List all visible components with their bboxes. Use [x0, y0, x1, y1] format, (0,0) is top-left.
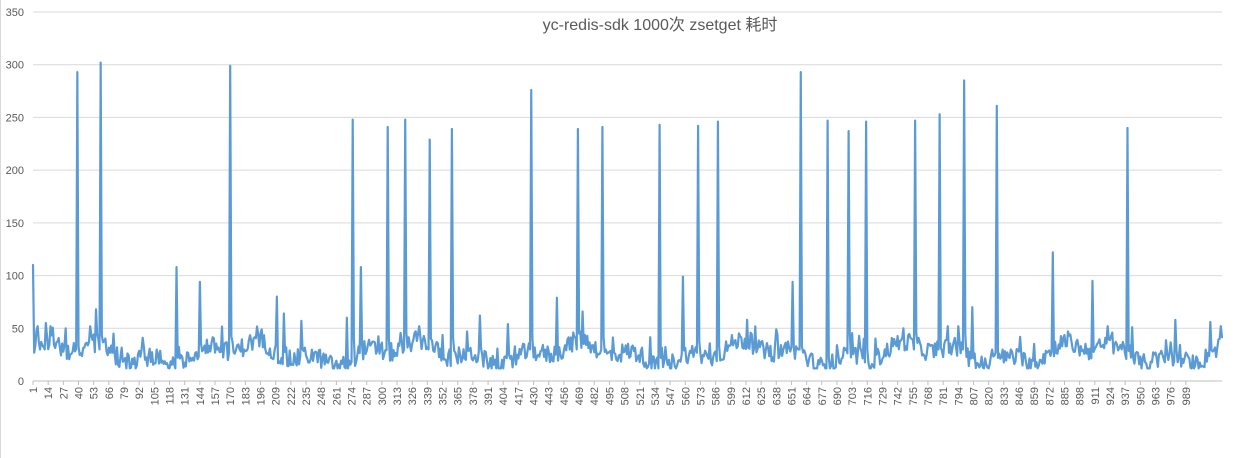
x-tick-label: 846: [1014, 387, 1026, 405]
x-tick-label: 144: [195, 387, 207, 405]
x-tick-label: 521: [635, 387, 647, 405]
x-tick-label: 508: [620, 387, 632, 405]
x-tick-label: 755: [908, 387, 920, 405]
x-tick-label: 14: [43, 387, 55, 399]
x-tick-label: 222: [286, 387, 298, 405]
x-tick-label: 391: [483, 387, 495, 405]
x-tick-label: 53: [89, 387, 101, 399]
x-tick-label: 989: [1181, 387, 1193, 405]
x-tick-label: 547: [665, 387, 677, 405]
x-tick-label: 300: [377, 387, 389, 405]
x-tick-label: 274: [347, 387, 359, 405]
x-tick-label: 79: [119, 387, 131, 399]
x-tick-label: 105: [149, 387, 161, 405]
x-tick-label: 248: [316, 387, 328, 405]
x-tick-label: 313: [392, 387, 404, 405]
y-tick-label: 300: [6, 60, 24, 72]
y-tick-label: 150: [6, 218, 24, 230]
y-tick-label: 350: [6, 7, 24, 19]
x-tick-label: 599: [726, 387, 738, 405]
x-tick-label: 794: [953, 387, 965, 405]
x-tick-label: 625: [756, 387, 768, 405]
x-tick-label: 963: [1150, 387, 1162, 405]
x-tick-label: 430: [529, 387, 541, 405]
x-tick-label: 183: [240, 387, 252, 405]
gridlines: [33, 11, 1222, 329]
series-line: [31, 61, 1224, 370]
series-layer: [31, 61, 1224, 370]
x-tick-label: 443: [544, 387, 556, 405]
x-tick-label: 27: [58, 387, 70, 399]
x-tick-label: 495: [604, 387, 616, 405]
x-tick-label: 482: [589, 387, 601, 405]
x-tick-label: 365: [453, 387, 465, 405]
x-tick-label: 924: [1105, 387, 1117, 405]
x-tick-label: 573: [695, 387, 707, 405]
x-tick-label: 404: [498, 387, 510, 405]
x-tick-label: 170: [225, 387, 237, 405]
x-tick-label: 1: [28, 387, 40, 393]
x-tick-label: 40: [74, 387, 86, 399]
x-tick-label: 339: [422, 387, 434, 405]
x-tick-label: 885: [1059, 387, 1071, 405]
x-tick-label: 209: [271, 387, 283, 405]
x-tick-label: 534: [650, 387, 662, 405]
x-tick-label: 157: [210, 387, 222, 405]
x-tick-label: 638: [771, 387, 783, 405]
x-tick-label: 586: [711, 387, 723, 405]
x-tick-label: 716: [862, 387, 874, 405]
x-tick-label: 976: [1166, 387, 1178, 405]
x-tick-label: 768: [923, 387, 935, 405]
x-tick-label: 92: [134, 387, 146, 399]
y-axis-tick-labels: 0 50 100 150 200 250 300 350: [6, 7, 24, 388]
x-tick-label: 677: [817, 387, 829, 405]
x-tick-label: 781: [938, 387, 950, 405]
y-tick-label: 250: [6, 112, 24, 124]
x-tick-label: 261: [331, 387, 343, 405]
y-tick-label: 200: [6, 165, 24, 177]
x-tick-label: 612: [741, 387, 753, 405]
x-tick-label: 118: [165, 387, 177, 405]
x-tick-label: 287: [362, 387, 374, 405]
x-tick-label: 859: [1029, 387, 1041, 405]
x-tick-label: 235: [301, 387, 313, 405]
x-tick-label: 937: [1120, 387, 1132, 405]
x-tick-label: 911: [1090, 387, 1102, 405]
x-tick-label: 950: [1135, 387, 1147, 405]
x-tick-label: 690: [832, 387, 844, 405]
x-tick-label: 417: [513, 387, 525, 405]
x-tick-label: 742: [893, 387, 905, 405]
x-tick-label: 833: [999, 387, 1011, 405]
y-tick-label: 100: [6, 271, 24, 283]
x-tick-label: 807: [968, 387, 980, 405]
x-tick-label: 664: [802, 387, 814, 405]
x-tick-label: 651: [786, 387, 798, 405]
x-tick-label: 456: [559, 387, 571, 405]
x-tick-label: 872: [1044, 387, 1056, 405]
x-axis: 1 14 27 40 53 66 79 92 105 118 131 144 157 170 183 196 2…: [28, 380, 1222, 405]
y-tick-label: 0: [18, 376, 24, 388]
x-tick-label: 898: [1075, 387, 1087, 405]
x-tick-label: 66: [104, 387, 116, 399]
x-tick-label: 469: [574, 387, 586, 405]
frame-left-border: [0, 0, 1, 458]
x-tick-label: 352: [438, 387, 450, 405]
x-tick-label: 131: [180, 387, 192, 405]
x-tick-label: 729: [877, 387, 889, 405]
x-tick-label: 820: [984, 387, 996, 405]
x-tick-label: 560: [680, 387, 692, 405]
chart-title: yc-redis-sdk 1000次 zsetget 耗时: [543, 16, 778, 34]
x-tick-label: 703: [847, 387, 859, 405]
x-tick-label: 196: [256, 387, 268, 405]
x-tick-label: 378: [468, 387, 480, 405]
y-tick-label: 50: [12, 323, 24, 335]
x-tick-label: 326: [407, 387, 419, 405]
